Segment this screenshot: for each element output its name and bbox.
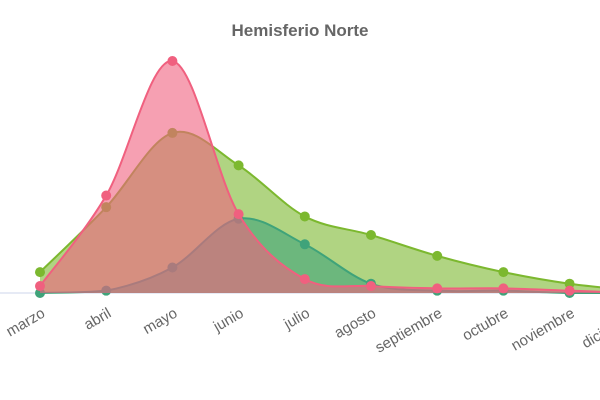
point	[167, 56, 178, 66]
area	[40, 60, 600, 293]
x-tick-label: mayo	[140, 305, 180, 338]
x-tick-label: junio	[210, 305, 247, 336]
point	[299, 274, 310, 285]
chart-title: Hemisferio Norte	[232, 21, 369, 40]
point	[498, 283, 509, 294]
point	[564, 278, 575, 289]
point	[101, 190, 112, 201]
point	[366, 230, 376, 240]
point	[564, 285, 575, 296]
point	[233, 209, 244, 220]
x-tick-label: agosto	[331, 305, 379, 342]
x-tick-label: octubre	[460, 305, 512, 345]
x-tick-label: diciembre	[579, 305, 600, 352]
point	[498, 267, 509, 278]
x-tick-label: abril	[81, 305, 114, 334]
point	[35, 267, 45, 278]
point	[432, 283, 443, 294]
point	[35, 281, 45, 292]
point	[299, 239, 310, 250]
point	[366, 281, 376, 292]
point	[432, 250, 443, 261]
point	[233, 160, 244, 171]
x-tick-label: noviembre	[508, 305, 577, 355]
point	[299, 211, 310, 222]
x-tick-label: julio	[280, 305, 312, 334]
x-tick-label: septiembre	[372, 305, 445, 357]
x-tick-label: marzo	[3, 305, 48, 341]
